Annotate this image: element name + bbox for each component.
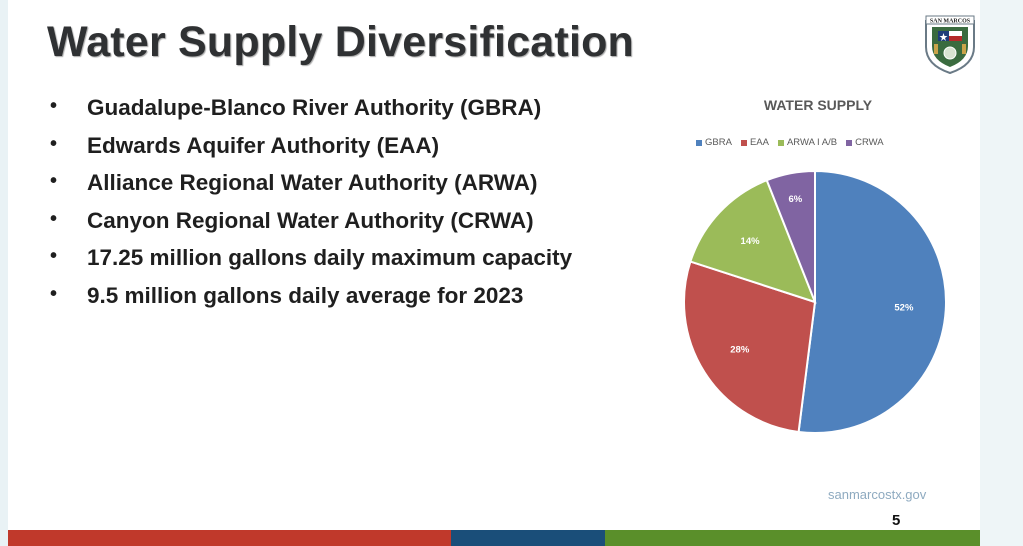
bullet-text: Canyon Regional Water Authority (CRWA) <box>87 207 534 233</box>
legend-swatch <box>740 139 747 146</box>
bullet-item: • Edwards Aquifer Authority (EAA) <box>46 133 572 171</box>
chart-title: WATER SUPPLY <box>763 97 873 113</box>
pie-data-label: 14% <box>741 236 761 247</box>
background-strip <box>980 0 1023 546</box>
bullet-dot-icon: • <box>50 282 58 305</box>
logo-text: SAN MARCOS <box>930 19 971 25</box>
pie-slice-arwa <box>689 178 817 304</box>
legend-label: ARWA I A/B <box>786 137 838 148</box>
slide: Water Supply Diversification SAN MARCOS … <box>8 0 980 546</box>
legend-label: CRWA <box>855 137 884 148</box>
pie-data-label: 6% <box>788 194 802 205</box>
legend-item-crwa: CRWA <box>846 137 884 148</box>
page-number: 5 <box>892 512 901 529</box>
bullet-item: • 17.25 million gallons daily maximum cap… <box>46 245 572 283</box>
pie-chart: 52% 28% 14% 6% <box>683 169 947 434</box>
legend-item-gbra: GBRA <box>696 137 732 148</box>
chart-legend: GBRA EAA ARWA I A/B CRWA <box>696 137 884 148</box>
bullet-text: 17.25 million gallons daily maximum capa… <box>87 245 573 270</box>
bullet-text: Guadalupe-Blanco River Authority (GBRA) <box>87 95 542 120</box>
pie-data-label: 28% <box>730 345 750 356</box>
legend-label: GBRA <box>705 137 732 148</box>
legend-swatch <box>846 139 853 146</box>
legend-swatch <box>696 139 702 146</box>
pie-data-label: 52% <box>894 303 914 314</box>
bullet-item: • Canyon Regional Water Authority (CRWA) <box>46 208 572 246</box>
legend-item-arwa: ARWA I A/B <box>777 137 838 148</box>
bullet-item: • Guadalupe-Blanco River Authority (GBRA) <box>46 95 572 133</box>
legend-swatch <box>777 139 784 146</box>
footer-bar-green <box>605 530 980 546</box>
bullet-list: • Guadalupe-Blanco River Authority (GBRA)… <box>46 95 572 320</box>
bullet-text: Edwards Aquifer Authority (EAA) <box>87 132 440 158</box>
pie-slice-crwa <box>765 169 816 303</box>
bullet-dot-icon: • <box>50 132 58 155</box>
bullet-item: • 9.5 million gallons daily average for 2… <box>46 283 572 321</box>
pie-slice-eaa <box>683 260 817 434</box>
bullet-text: Alliance Regional Water Authority (ARWA) <box>87 170 538 195</box>
pie-slice-gbra <box>797 169 947 434</box>
bullet-dot-icon: • <box>50 207 58 230</box>
footer-bar-red <box>8 530 451 546</box>
bullet-dot-icon: • <box>50 170 58 192</box>
legend-label: EAA <box>749 137 769 148</box>
website-url: sanmarcostx.gov <box>828 487 927 502</box>
bullet-item: • Alliance Regional Water Authority (ARWA… <box>46 170 572 208</box>
bullet-dot-icon: • <box>50 95 58 117</box>
bullet-text: 9.5 million gallons daily average for 20… <box>87 282 524 308</box>
footer-bar-blue <box>451 530 605 546</box>
san-marcos-seal-logo: SAN MARCOS <box>925 15 975 75</box>
legend-item-eaa: EAA <box>740 137 769 148</box>
bullet-dot-icon: • <box>50 245 58 267</box>
slide-title: Water Supply Diversification <box>47 18 635 66</box>
